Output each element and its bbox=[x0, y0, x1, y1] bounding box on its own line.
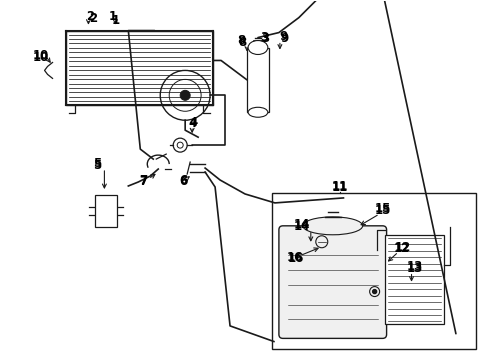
Bar bbox=[272, 193, 476, 349]
FancyBboxPatch shape bbox=[279, 226, 387, 338]
Bar bbox=[96, 195, 118, 227]
Text: 1: 1 bbox=[108, 10, 117, 23]
Bar bbox=[66, 31, 213, 105]
Text: 4: 4 bbox=[189, 116, 197, 129]
Bar bbox=[247, 48, 269, 112]
Text: 8: 8 bbox=[237, 34, 245, 47]
Text: 7: 7 bbox=[139, 175, 147, 189]
Bar bbox=[385, 235, 444, 324]
Ellipse shape bbox=[303, 217, 363, 235]
Text: 8: 8 bbox=[238, 36, 246, 49]
Text: 13: 13 bbox=[406, 260, 423, 273]
Text: 15: 15 bbox=[374, 202, 391, 215]
Text: 11: 11 bbox=[332, 181, 348, 194]
Text: 1: 1 bbox=[111, 14, 120, 27]
Ellipse shape bbox=[248, 41, 268, 54]
Text: 4: 4 bbox=[188, 117, 196, 130]
Text: 14: 14 bbox=[294, 218, 310, 231]
Text: 5: 5 bbox=[93, 157, 101, 170]
Text: 10: 10 bbox=[32, 51, 49, 64]
Text: 13: 13 bbox=[406, 262, 423, 275]
Text: 2: 2 bbox=[86, 10, 95, 23]
Text: 6: 6 bbox=[179, 175, 187, 189]
Text: 16: 16 bbox=[287, 251, 303, 264]
Text: 9: 9 bbox=[281, 32, 289, 45]
Text: 14: 14 bbox=[294, 220, 310, 233]
Circle shape bbox=[180, 90, 190, 100]
Text: 3: 3 bbox=[260, 31, 268, 44]
Text: 11: 11 bbox=[332, 180, 348, 193]
Text: 12: 12 bbox=[394, 241, 411, 254]
Text: 7: 7 bbox=[139, 174, 147, 186]
Text: 10: 10 bbox=[32, 49, 49, 62]
Text: 5: 5 bbox=[93, 158, 101, 172]
Text: 2: 2 bbox=[89, 12, 98, 25]
Circle shape bbox=[372, 289, 377, 293]
Ellipse shape bbox=[248, 107, 268, 117]
Text: 3: 3 bbox=[261, 32, 269, 45]
Text: 12: 12 bbox=[393, 242, 410, 255]
Text: 6: 6 bbox=[179, 174, 187, 186]
Text: 15: 15 bbox=[374, 204, 391, 217]
Text: 16: 16 bbox=[288, 252, 304, 265]
Text: 9: 9 bbox=[280, 30, 288, 43]
